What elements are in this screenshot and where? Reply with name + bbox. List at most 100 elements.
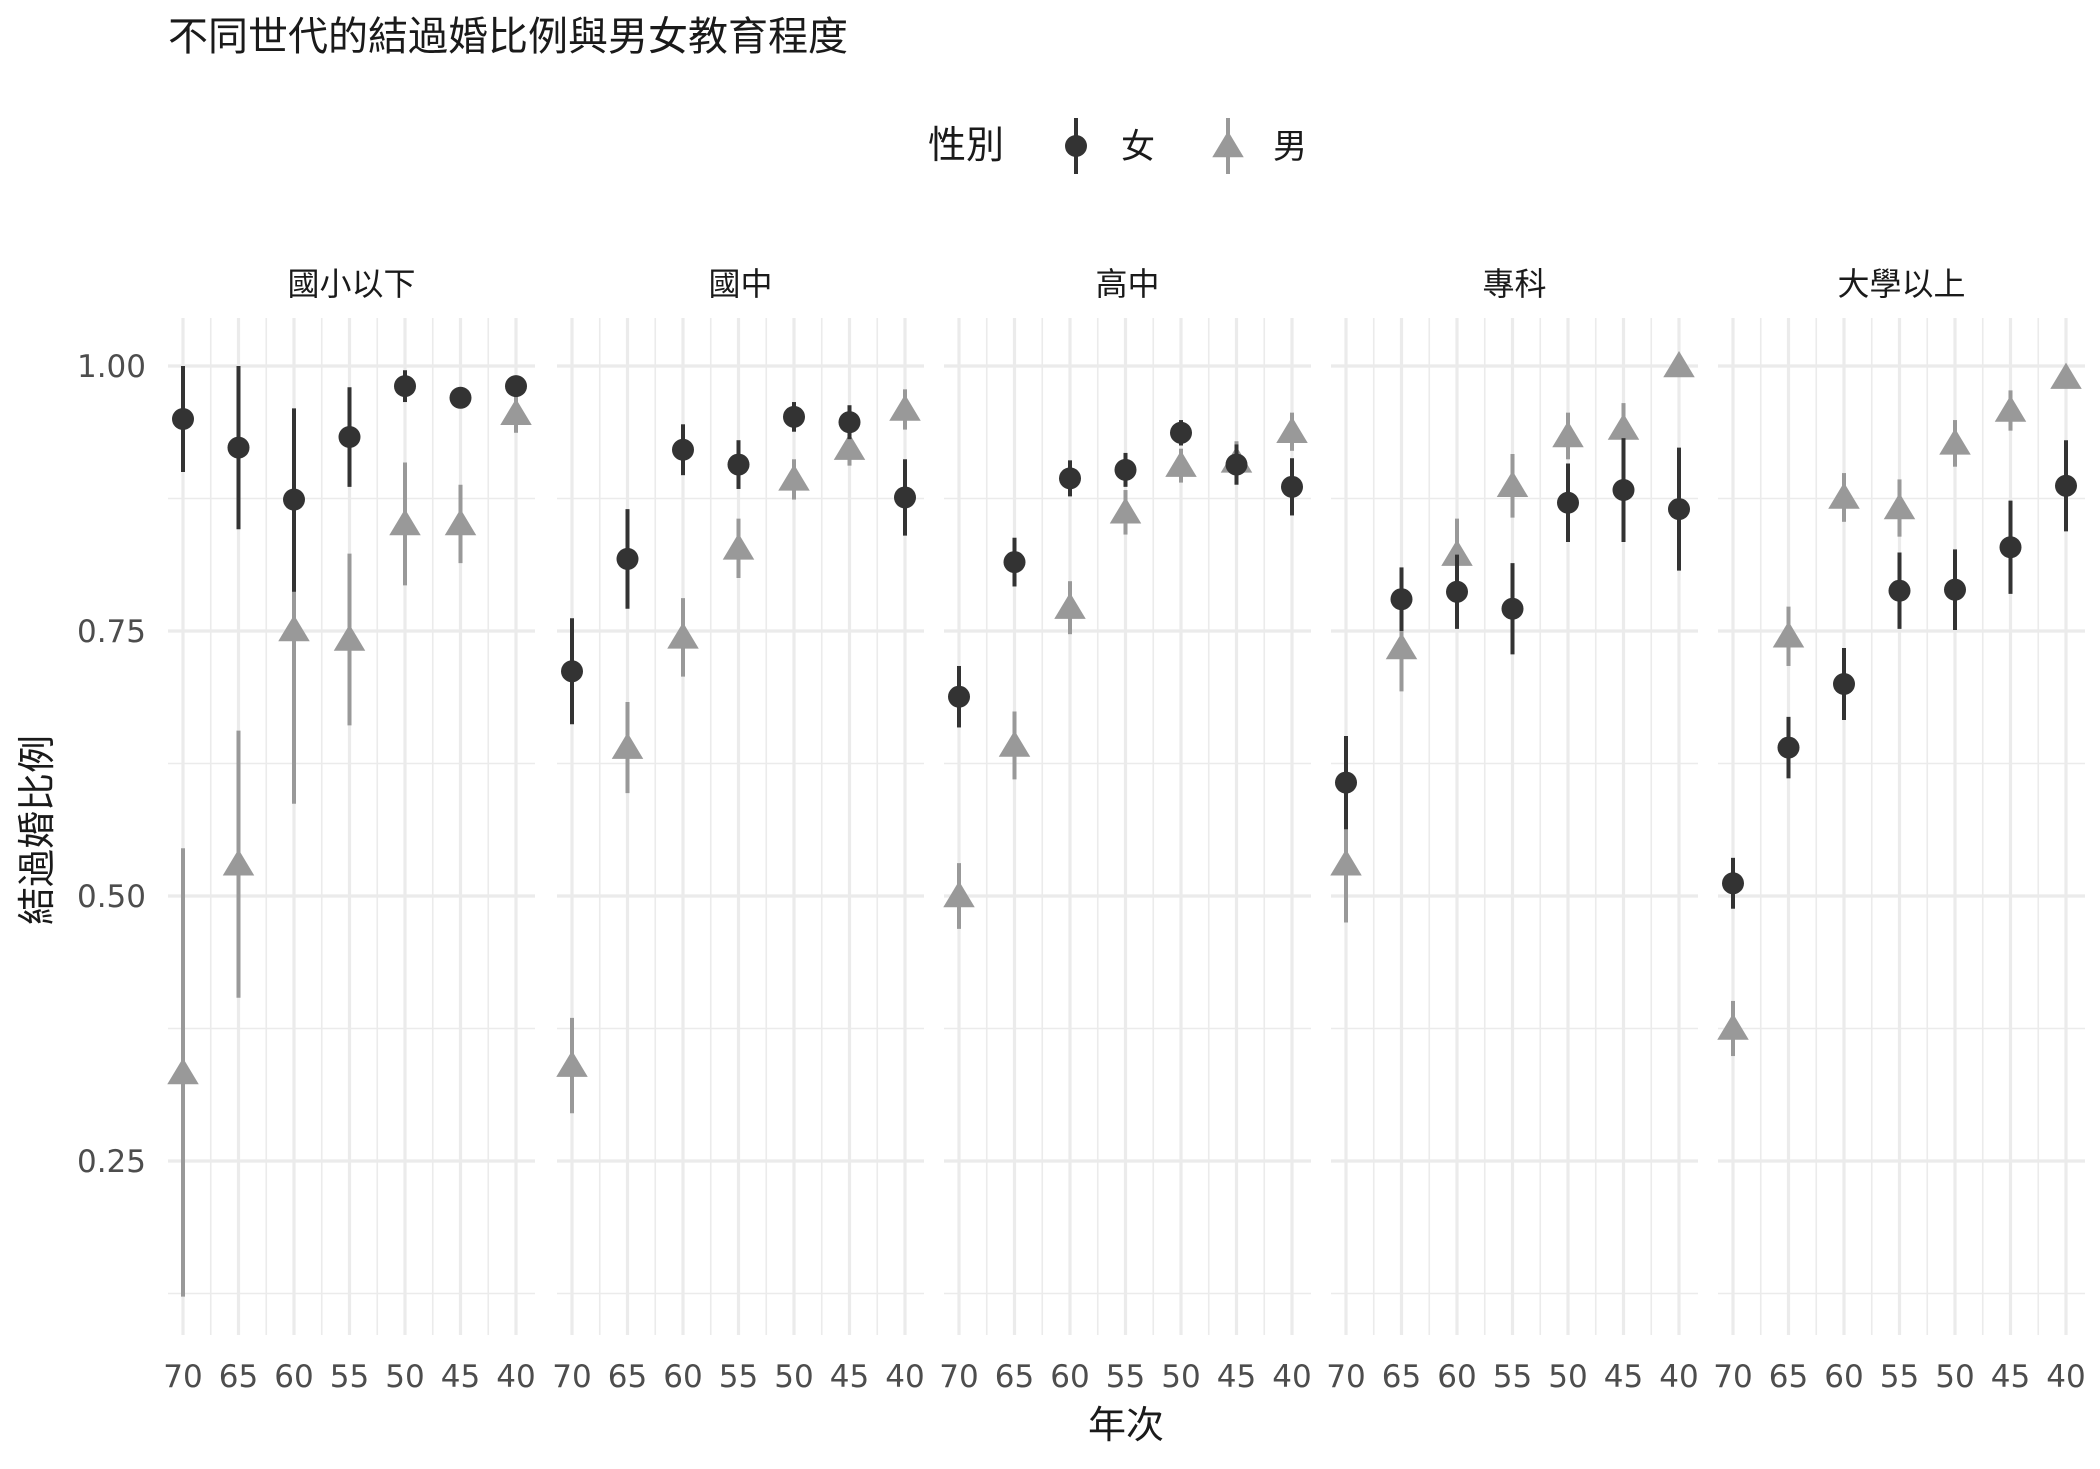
- data-point-circle: [505, 375, 527, 398]
- x-tick-label: 65: [608, 1359, 647, 1395]
- x-tick-label: 70: [1713, 1359, 1752, 1395]
- data-point-circle: [1833, 673, 1855, 695]
- data-point-circle: [838, 411, 861, 434]
- data-point-circle: [1999, 536, 2022, 559]
- y-tick-label: 1.00: [77, 349, 146, 385]
- data-point-circle: [1225, 453, 1248, 476]
- x-tick-label: 45: [1217, 1359, 1256, 1395]
- x-tick-label: 40: [1659, 1359, 1698, 1395]
- x-tick-label: 60: [663, 1359, 702, 1395]
- data-point-circle: [1557, 491, 1579, 514]
- data-point-triangle: [1441, 539, 1473, 566]
- facet-panel: 國中 70 65 60 55 50 45 40: [552, 265, 924, 1395]
- data-point-circle: [1668, 498, 1690, 521]
- legend-label: 女: [1121, 127, 1155, 167]
- panel-grid: [944, 318, 1311, 1335]
- data-point-triangle: [998, 730, 1031, 757]
- data-point-triangle: [1663, 351, 1695, 378]
- series-female: [561, 402, 916, 725]
- data-point-triangle: [556, 1050, 588, 1077]
- data-point-circle: [1446, 580, 1468, 603]
- series-male: [167, 394, 532, 1297]
- x-tick-label: 65: [219, 1359, 258, 1395]
- data-point-triangle: [1994, 395, 2027, 422]
- x-tick-label: 50: [1161, 1359, 1200, 1395]
- facet-strip-label: 專科: [1482, 265, 1546, 303]
- legend-title: 性別: [928, 123, 1004, 167]
- series-male: [556, 389, 921, 1114]
- data-point-circle: [1722, 872, 1744, 895]
- data-point-circle: [283, 488, 305, 511]
- x-tick-label: 70: [939, 1359, 978, 1395]
- data-point-triangle: [333, 624, 366, 651]
- data-point-circle: [1888, 579, 1911, 602]
- y-tick-label: 0.75: [77, 614, 146, 650]
- data-point-circle: [1944, 578, 1966, 601]
- data-point-circle: [1390, 588, 1413, 611]
- panel-grid: [1718, 318, 2085, 1335]
- data-point-circle: [338, 426, 361, 449]
- data-point-circle: [1003, 551, 1026, 574]
- x-tick-label: 65: [1769, 1359, 1808, 1395]
- x-tick-label: 45: [1604, 1359, 1643, 1395]
- x-tick-label: 70: [163, 1359, 202, 1395]
- data-point-triangle: [943, 881, 975, 908]
- data-point-triangle: [278, 614, 310, 642]
- facet-panel: 大學以上 70 65 60 55 50 45 40: [1713, 265, 2085, 1395]
- data-point-triangle: [1330, 849, 1362, 876]
- data-point-triangle: [1883, 493, 1916, 520]
- facet-strip-label: 大學以上: [1837, 265, 1965, 303]
- facet-strip-label: 國小以下: [287, 265, 415, 303]
- facet-panel: 專科 70 65 60 55 50 45 40: [1326, 265, 1698, 1395]
- x-tick-label: 40: [496, 1359, 535, 1395]
- facet-panels: 國小以下 70 65 60 55 50 45 40 國中 70 65 60 55 50 45 40 高中 70 65…: [163, 265, 2085, 1395]
- data-point-circle: [227, 436, 250, 459]
- data-point-triangle: [1552, 420, 1584, 448]
- data-point-triangle: [611, 732, 644, 759]
- data-point-triangle: [889, 394, 921, 421]
- x-tick-label: 65: [1382, 1359, 1421, 1395]
- data-point-triangle: [722, 533, 755, 560]
- data-point-circle: [394, 375, 416, 398]
- data-point-triangle: [1828, 482, 1860, 509]
- x-tick-label: 60: [1437, 1359, 1476, 1395]
- series-female: [1335, 438, 1690, 830]
- legend-circle-marker: [1065, 135, 1087, 157]
- data-point-circle: [948, 685, 970, 708]
- data-point-triangle: [444, 508, 477, 536]
- facet-panel: 高中 70 65 60 55 50 45 40: [939, 265, 1311, 1395]
- data-point-circle: [2055, 474, 2077, 497]
- legend-triangle-marker: [1212, 131, 1244, 158]
- x-tick-label: 45: [441, 1359, 480, 1395]
- x-tick-label: 55: [1880, 1359, 1919, 1395]
- data-point-triangle: [1717, 1013, 1749, 1040]
- data-point-triangle: [667, 622, 699, 649]
- data-point-circle: [1335, 771, 1357, 794]
- facet-strip-label: 國中: [708, 265, 772, 303]
- x-tick-label: 70: [552, 1359, 591, 1395]
- x-tick-label: 55: [719, 1359, 758, 1395]
- data-point-triangle: [1054, 592, 1086, 619]
- y-axis-ticks: 0.25 0.50 0.75 1.00: [77, 349, 146, 1180]
- data-point-circle: [1281, 475, 1303, 498]
- data-point-circle: [1170, 421, 1192, 444]
- x-axis-title: 年次: [1088, 1403, 1164, 1447]
- series-female: [1722, 440, 2077, 909]
- data-point-circle: [1501, 597, 1524, 620]
- series-female: [948, 420, 1303, 728]
- data-point-triangle: [1607, 413, 1640, 440]
- data-point-triangle: [167, 1058, 199, 1085]
- data-point-triangle: [1939, 428, 1971, 455]
- legend-label: 男: [1273, 127, 1307, 167]
- data-point-circle: [616, 547, 639, 570]
- data-point-triangle: [222, 849, 255, 876]
- data-point-triangle: [833, 433, 866, 460]
- data-point-triangle: [2050, 362, 2082, 389]
- data-point-triangle: [778, 464, 810, 491]
- x-tick-label: 50: [1935, 1359, 1974, 1395]
- data-point-triangle: [1165, 450, 1197, 477]
- legend: 性別 女 男: [928, 118, 1307, 174]
- x-tick-label: 40: [1272, 1359, 1311, 1395]
